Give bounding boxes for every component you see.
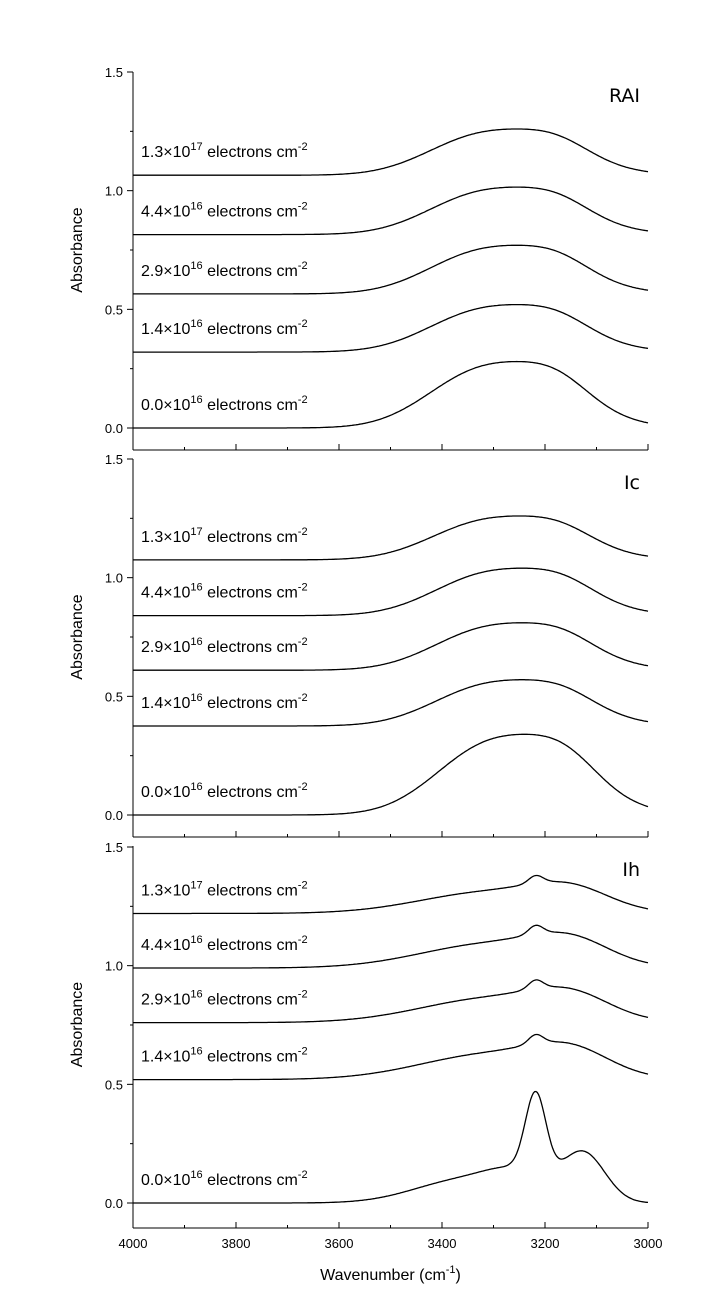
series-label: 2.9×1016 electrons cm-2 <box>141 260 308 280</box>
series-label: 4.4×1016 electrons cm-2 <box>141 582 308 602</box>
series-line <box>133 360 649 429</box>
x-tick-label: 3800 <box>222 1236 251 1251</box>
y-tick-label: 1.0 <box>105 184 123 199</box>
y-tick-label: 0.5 <box>105 302 123 317</box>
series-line <box>133 128 649 176</box>
y-axis-title: Absorbance <box>69 207 86 292</box>
series-label: 1.4×1016 electrons cm-2 <box>141 1046 308 1066</box>
series-label: 0.0×1016 electrons cm-2 <box>141 781 308 801</box>
y-tick-label: 1.0 <box>105 571 123 586</box>
panel-tag: Ic <box>624 472 640 494</box>
series-label: 4.4×1016 electrons cm-2 <box>141 201 308 221</box>
series-label: 0.0×1016 electrons cm-2 <box>141 1169 308 1189</box>
series-label: 4.4×1016 electrons cm-2 <box>141 934 308 954</box>
series-line <box>133 924 649 969</box>
y-tick-label: 0.0 <box>105 1196 123 1211</box>
series-line <box>133 979 649 1024</box>
series-line <box>133 733 649 816</box>
series-line <box>133 567 649 617</box>
series-line <box>133 244 649 295</box>
x-tick-label: 3600 <box>325 1236 354 1251</box>
series-label: 1.3×1017 electrons cm-2 <box>141 879 308 899</box>
series-label: 1.3×1017 electrons cm-2 <box>141 526 308 546</box>
series-label: 1.4×1016 electrons cm-2 <box>141 318 308 338</box>
series-line <box>133 622 649 671</box>
series-label: 2.9×1016 electrons cm-2 <box>141 989 308 1009</box>
x-tick-label: 3200 <box>531 1236 560 1251</box>
series-label: 1.3×1017 electrons cm-2 <box>141 141 308 161</box>
y-axis-title: Absorbance <box>69 594 86 679</box>
y-tick-label: 1.5 <box>105 452 123 467</box>
series-line <box>133 874 649 915</box>
series-line <box>133 515 649 561</box>
panel-tag: RAI <box>609 85 640 107</box>
y-tick-label: 0.5 <box>105 1077 123 1092</box>
y-tick-label: 1.5 <box>105 65 123 80</box>
y-tick-label: 0.5 <box>105 689 123 704</box>
y-tick-label: 1.5 <box>105 840 123 855</box>
series-label: 2.9×1016 electrons cm-2 <box>141 636 308 656</box>
series-line <box>133 1090 649 1204</box>
series-line <box>133 186 649 236</box>
panel-tag: Ih <box>622 859 640 881</box>
y-tick-label: 0.0 <box>105 421 123 436</box>
series-line <box>133 1033 649 1081</box>
x-tick-label: 4000 <box>119 1236 148 1251</box>
y-tick-label: 1.0 <box>105 959 123 974</box>
y-axis-title: Absorbance <box>69 982 86 1067</box>
series-label: 0.0×1016 electrons cm-2 <box>141 394 308 414</box>
y-tick-label: 0.0 <box>105 808 123 823</box>
x-tick-label: 3000 <box>634 1236 663 1251</box>
x-tick-label: 3400 <box>428 1236 457 1251</box>
x-axis-title: Wavenumber (cm-1) <box>320 1264 461 1284</box>
series-label: 1.4×1016 electrons cm-2 <box>141 692 308 712</box>
series-line <box>133 679 649 727</box>
series-line <box>133 303 649 353</box>
